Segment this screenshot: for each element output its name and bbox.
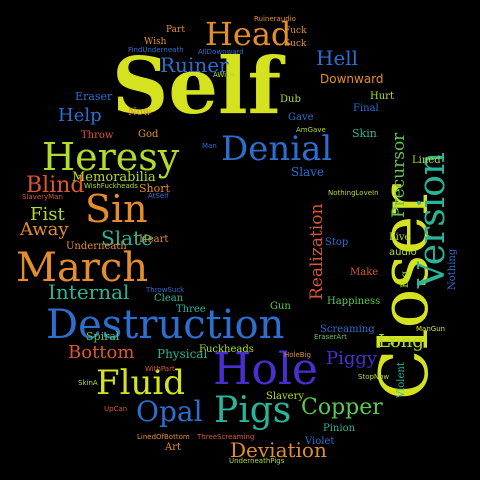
word: LinedOfBottom	[137, 433, 190, 441]
word: Opal	[136, 395, 203, 428]
word: AWish	[213, 71, 235, 79]
word: Hole	[213, 344, 318, 395]
word: Copper	[301, 395, 383, 420]
word: Piggy	[326, 348, 378, 369]
word: LP	[387, 335, 396, 345]
word: Wish	[144, 37, 167, 47]
word: Self	[112, 41, 282, 132]
word: Hurt	[370, 91, 394, 102]
word: Heresy	[42, 135, 180, 179]
word: FindUnderneath	[128, 46, 184, 54]
word: Version	[412, 151, 453, 288]
word: ThreeScreaming	[197, 433, 255, 441]
word: Suck	[284, 39, 307, 49]
word: Make	[350, 267, 379, 278]
word: Gave	[288, 112, 314, 123]
word: SkinA	[78, 379, 98, 387]
word: Blind	[26, 173, 85, 198]
word: Lined	[412, 155, 441, 166]
word: Ruiner	[160, 53, 229, 77]
word: Pinion	[323, 423, 356, 434]
word: ThrowSuck	[146, 286, 185, 294]
word: Violet	[305, 436, 335, 447]
word: Violent	[396, 362, 407, 398]
word: Part	[166, 25, 185, 35]
word: NothingLoveIn	[328, 189, 379, 197]
word: WishFuckheads	[84, 182, 138, 190]
word: Sin	[85, 187, 148, 231]
word: StopNow	[358, 373, 390, 381]
word: Eraser	[75, 90, 113, 103]
word: Denial	[221, 129, 333, 169]
word: Skin	[352, 127, 377, 140]
word: Bottom	[68, 342, 135, 363]
word: ManGun	[416, 325, 446, 333]
word: AtSelf	[148, 192, 169, 200]
word: Physical	[157, 347, 208, 361]
word: Clean	[154, 293, 184, 304]
word: UnderneathPigs	[229, 457, 285, 465]
word: Now	[128, 107, 152, 118]
word: Stop	[325, 237, 349, 248]
word: Fist	[30, 204, 65, 225]
word: Dub	[280, 94, 301, 105]
word: Live	[389, 232, 411, 243]
word: EraserArt	[314, 333, 347, 341]
word: Precursor	[389, 132, 409, 218]
word: Nothing	[447, 248, 458, 290]
word: Big	[400, 271, 411, 288]
word: UpCan	[104, 405, 128, 413]
word: Slave	[291, 165, 325, 179]
word: Pigs	[214, 390, 292, 431]
word: Final	[353, 103, 379, 114]
word: AllDownward	[198, 48, 244, 56]
word: audio	[389, 247, 417, 258]
word: Three	[176, 304, 206, 315]
word: Head	[205, 15, 292, 53]
word: Throw	[81, 130, 114, 141]
word: Fuck	[284, 26, 307, 36]
word: Happiness	[327, 296, 381, 307]
word: AmGave	[296, 126, 326, 134]
word: Destruction	[46, 302, 285, 348]
word: Fluid	[96, 363, 186, 403]
word: Realization	[307, 203, 327, 300]
word: Ruineraudio	[254, 15, 296, 23]
word: Fuckheads	[199, 344, 254, 355]
word: Away	[20, 219, 69, 240]
word: HoleBig	[284, 351, 311, 359]
word: March	[16, 245, 149, 291]
word: Deviation	[230, 438, 327, 462]
word: Screaming	[320, 324, 375, 335]
word: Gun	[270, 301, 291, 312]
word: Slate	[101, 226, 153, 250]
word: Heart	[139, 234, 169, 245]
word: Slavery	[266, 391, 305, 402]
word: Downward	[320, 72, 384, 86]
word: WithPart	[145, 365, 175, 373]
word: Internal	[48, 280, 130, 304]
word: Underneath	[66, 241, 127, 252]
word: Memorabilia	[72, 170, 156, 185]
word: Short	[139, 182, 170, 195]
word: God	[138, 129, 159, 140]
word: SlaveryMan	[22, 193, 63, 201]
word: Spiral	[86, 330, 120, 343]
word: Help	[58, 105, 102, 126]
word: Man	[202, 142, 217, 150]
word: Art	[165, 442, 182, 453]
word: Hell	[316, 46, 359, 70]
word: Long	[378, 331, 424, 352]
